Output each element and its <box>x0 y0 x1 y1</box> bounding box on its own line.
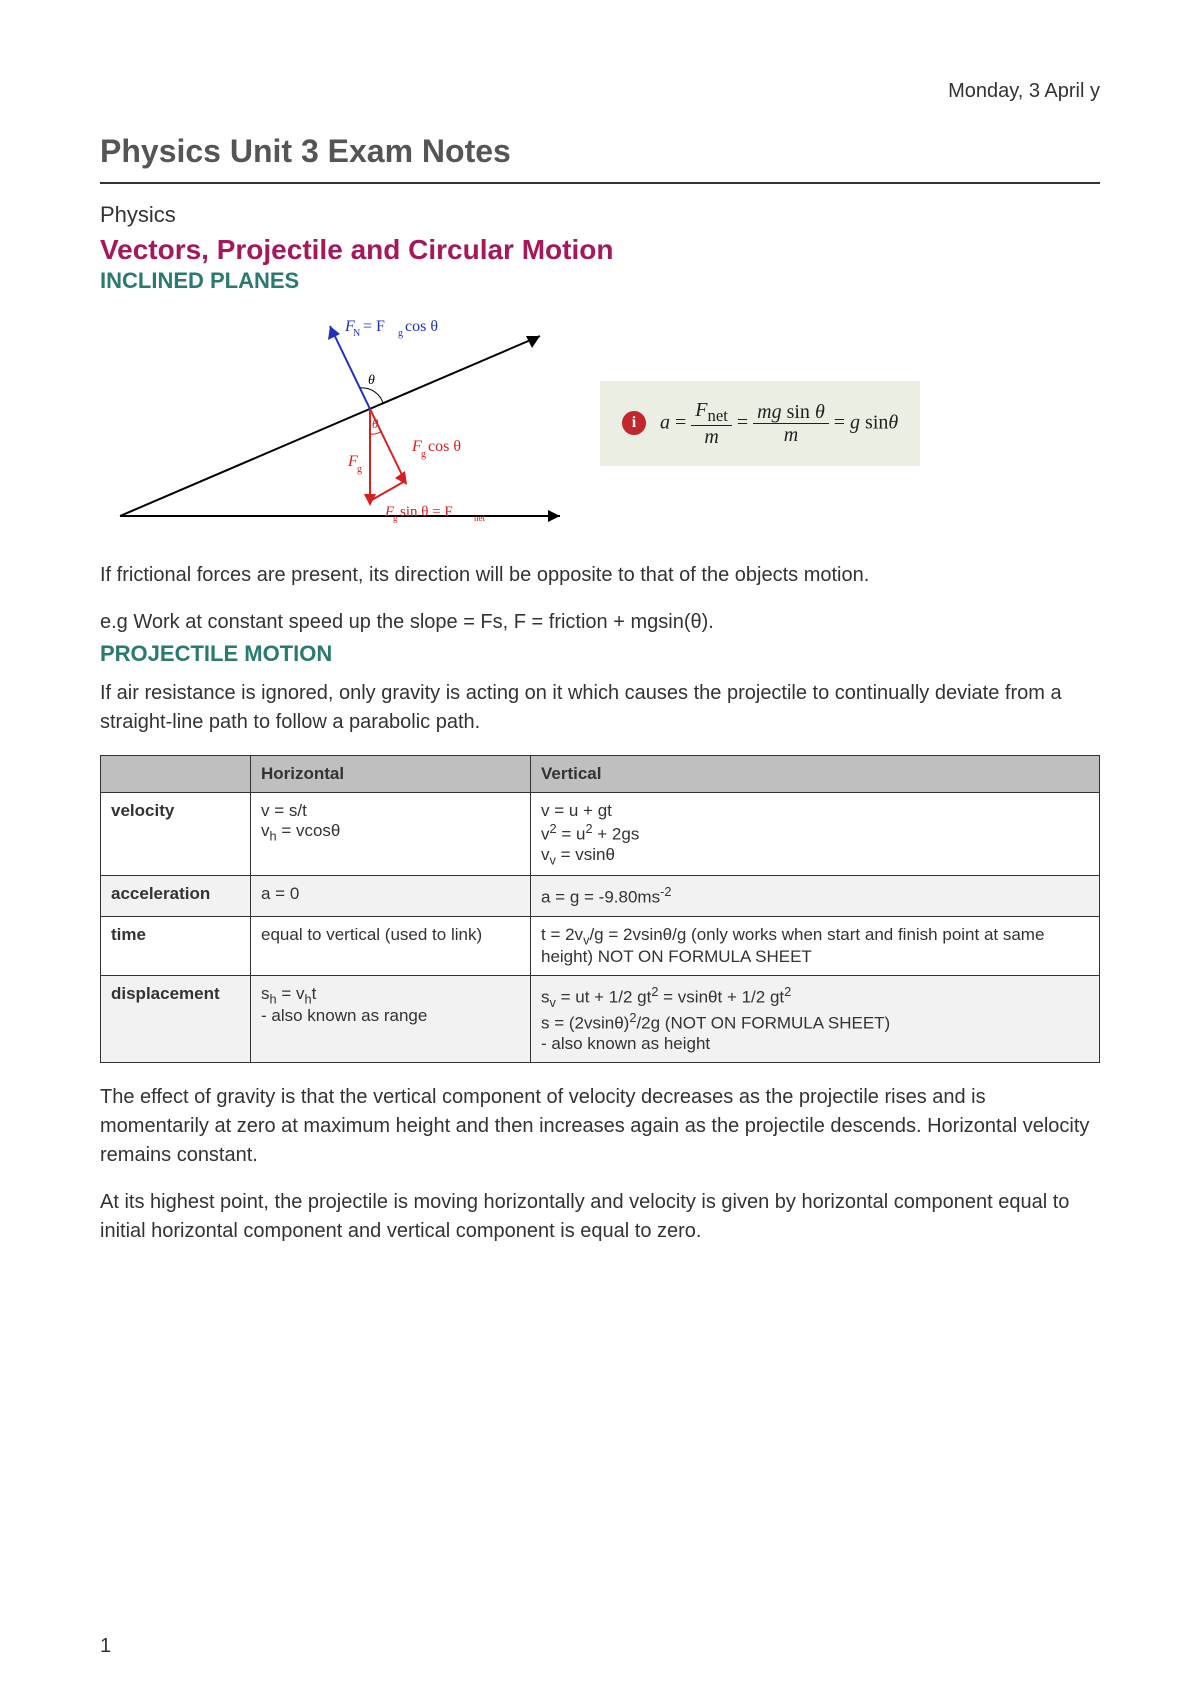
page-number: 1 <box>100 1635 111 1658</box>
friction-paragraph: If frictional forces are present, its di… <box>100 561 1100 590</box>
svg-text:net: net <box>474 513 485 523</box>
highest-point-paragraph: At its highest point, the projectile is … <box>100 1188 1100 1246</box>
svg-text:cos θ: cos θ <box>428 438 461 455</box>
example-paragraph: e.g Work at constant speed up the slope … <box>100 608 1100 637</box>
page-title: Physics Unit 3 Exam Notes <box>100 133 1100 170</box>
cell: equal to vertical (used to link) <box>251 916 531 975</box>
table-row: velocity v = s/tvh = vcosθ v = u + gtv2 … <box>101 793 1100 876</box>
gravity-effect-paragraph: The effect of gravity is that the vertic… <box>100 1083 1100 1170</box>
formula-text: a = Fnetm = mg sin θm = g sinθ <box>660 399 898 448</box>
diagram-row: F N = F g cos θ θ F g F g cos θ θ <box>100 306 1100 541</box>
table-row: acceleration a = 0 a = g = -9.80ms-2 <box>101 876 1100 917</box>
svg-text:sin θ = F: sin θ = F <box>400 504 453 520</box>
table-row: time equal to vertical (used to link) t … <box>101 916 1100 975</box>
row-label: velocity <box>101 793 251 876</box>
svg-text:g: g <box>357 464 362 475</box>
formula-box: i a = Fnetm = mg sin θm = g sinθ <box>600 381 920 466</box>
cell: t = 2vv/g = 2vsinθ/g (only works when st… <box>531 916 1100 975</box>
cell: v = u + gtv2 = u2 + 2gsvv = vsinθ <box>531 793 1100 876</box>
row-label: displacement <box>101 976 251 1063</box>
cell: sv = ut + 1/2 gt2 = vsinθt + 1/2 gt2s = … <box>531 976 1100 1063</box>
table-row: displacement sh = vht- also known as ran… <box>101 976 1100 1063</box>
subsection-inclined: INCLINED PLANES <box>100 268 1100 294</box>
svg-text:= F: = F <box>363 318 385 335</box>
svg-text:g: g <box>421 449 426 460</box>
cell: sh = vht- also known as range <box>251 976 531 1063</box>
projectile-intro-paragraph: If air resistance is ignored, only gravi… <box>100 679 1100 737</box>
row-label: acceleration <box>101 876 251 917</box>
table-header-vertical: Vertical <box>531 756 1100 793</box>
svg-text:θ: θ <box>368 373 375 388</box>
svg-text:N: N <box>353 328 360 339</box>
date-header: Monday, 3 April y <box>100 80 1100 103</box>
table-header-blank <box>101 756 251 793</box>
subsection-projectile: PROJECTILE MOTION <box>100 641 1100 667</box>
svg-text:cos θ: cos θ <box>405 318 438 335</box>
section-heading: Vectors, Projectile and Circular Motion <box>100 234 1100 266</box>
table-header-horizontal: Horizontal <box>251 756 531 793</box>
table-header-row: Horizontal Vertical <box>101 756 1100 793</box>
inclined-plane-diagram: F N = F g cos θ θ F g F g cos θ θ <box>100 306 580 541</box>
svg-text:g: g <box>393 513 398 523</box>
title-rule <box>100 182 1100 184</box>
cell: a = 0 <box>251 876 531 917</box>
cell: a = g = -9.80ms-2 <box>531 876 1100 917</box>
svg-text:θ: θ <box>372 416 379 431</box>
cell: v = s/tvh = vcosθ <box>251 793 531 876</box>
info-icon: i <box>622 411 646 435</box>
svg-text:g: g <box>398 328 403 339</box>
projectile-table: Horizontal Vertical velocity v = s/tvh =… <box>100 755 1100 1063</box>
row-label: time <box>101 916 251 975</box>
subject-label: Physics <box>100 202 1100 228</box>
